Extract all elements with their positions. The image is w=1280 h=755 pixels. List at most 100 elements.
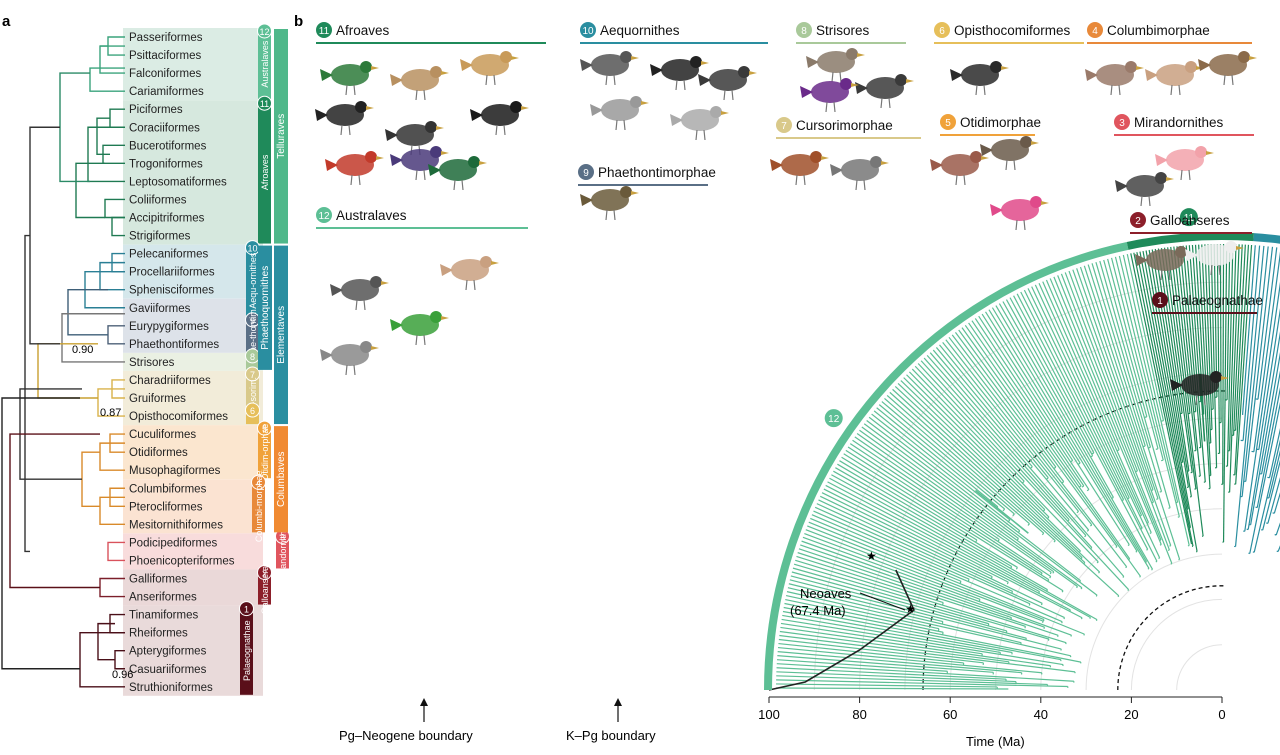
bird-illustration xyxy=(1115,172,1174,206)
node-connector xyxy=(1081,618,1082,619)
tree-branch xyxy=(100,497,125,524)
order-name: Accipitriformes xyxy=(129,213,205,225)
bird-illustration xyxy=(590,96,649,130)
node-connector xyxy=(1087,490,1089,491)
tip-branch xyxy=(780,631,1009,661)
tip-branch xyxy=(776,688,1008,689)
node-connector xyxy=(1092,453,1094,454)
axis-tick-label: 100 xyxy=(758,707,780,722)
bird-illustration xyxy=(325,151,384,185)
node-connector xyxy=(1090,618,1091,619)
node-star: ★ xyxy=(866,549,877,563)
bird-illustration xyxy=(1145,61,1204,95)
node-connector xyxy=(943,632,944,635)
tree-branch xyxy=(2,398,80,669)
header-clade-number: 10 xyxy=(582,26,594,37)
bird-illustration xyxy=(580,51,639,85)
neoaves-age: (67.4 Ma) xyxy=(790,603,846,618)
bird-illustration xyxy=(980,136,1039,170)
node-connector xyxy=(991,577,992,579)
order-name: Rheiformes xyxy=(129,628,188,640)
node-connector xyxy=(1126,567,1127,568)
tip-branch xyxy=(780,627,1050,665)
node-connector xyxy=(1161,460,1163,461)
node-connector xyxy=(1084,634,1085,635)
time-circle xyxy=(1086,554,1222,690)
order-name: Passeriformes xyxy=(129,32,203,44)
bird-illustration xyxy=(855,74,914,108)
node-connector xyxy=(1082,486,1084,487)
header-clade-number: 1 xyxy=(1157,296,1163,307)
clade-name: Australaves xyxy=(260,40,270,88)
panel-b: b 121110987654321 11Afroaves10Aequornith… xyxy=(294,13,1280,749)
node-connector xyxy=(1275,535,1277,536)
order-name: Piciformes xyxy=(129,104,183,116)
node-connector xyxy=(1039,592,1040,594)
node-connector xyxy=(1136,551,1137,552)
node-connector xyxy=(1081,588,1082,589)
order-name: Galliformes xyxy=(129,574,187,586)
node-connector xyxy=(1053,572,1054,574)
node-connector xyxy=(1043,620,1044,622)
bird-illustration xyxy=(1198,51,1257,85)
header-clade-number: 4 xyxy=(1092,26,1098,37)
clade-number: 8 xyxy=(250,352,255,362)
node-connector xyxy=(979,599,980,601)
header-clade-name: Cursorimorphae xyxy=(796,118,893,133)
node-connector xyxy=(1099,572,1100,573)
node-connector xyxy=(1145,562,1146,563)
header-clade-name: Mirandornithes xyxy=(1134,115,1224,130)
tree-branch xyxy=(68,290,108,335)
node-connector xyxy=(1006,631,1007,633)
node-connector xyxy=(1122,500,1124,501)
node-connector xyxy=(1011,618,1012,620)
node-connector xyxy=(1016,567,1017,569)
header-clade-name: Otidimorphae xyxy=(960,115,1041,130)
node-connector xyxy=(1078,463,1080,464)
header-clade-number: 11 xyxy=(319,26,330,37)
header-clade-number: 7 xyxy=(781,121,787,132)
node-connector xyxy=(968,579,969,581)
bird-illustration xyxy=(698,66,757,100)
tree-branch xyxy=(60,73,90,181)
node-connector xyxy=(1050,576,1051,578)
header-clade-number: 6 xyxy=(939,26,945,37)
node-connector xyxy=(1064,618,1065,619)
clade-name: Galloanserae xyxy=(260,561,270,615)
node-connector xyxy=(1044,627,1045,629)
node-connector xyxy=(1050,572,1051,574)
bird-illustration xyxy=(670,106,729,140)
order-name: Opisthocomiformes xyxy=(129,411,228,423)
bird-illustration xyxy=(800,78,859,112)
node-connector xyxy=(1150,533,1151,534)
node-connector xyxy=(1112,497,1114,498)
support-value-1: 0.90 xyxy=(72,344,93,356)
bird-illustration xyxy=(320,341,379,375)
node-connector xyxy=(1084,563,1085,564)
order-name: Musophagiformes xyxy=(129,465,221,477)
tree-branch xyxy=(30,127,60,344)
node-connector xyxy=(1141,528,1142,529)
panel-a: a PasseriformesPsittaciformesFalconiform… xyxy=(2,13,290,696)
order-name: Phaethontiformes xyxy=(129,339,219,351)
node-connector xyxy=(1041,603,1042,605)
node-connector xyxy=(1127,498,1129,499)
node-connector xyxy=(1025,626,1026,628)
header-clade-name: Palaeognathae xyxy=(1172,293,1263,308)
node-connector xyxy=(1054,467,1056,469)
node-connector xyxy=(1062,591,1063,592)
node-connector xyxy=(1128,559,1129,560)
node-connector xyxy=(1118,596,1119,597)
node-connector xyxy=(1151,490,1153,491)
node-connector xyxy=(1012,591,1013,593)
bird-illustration xyxy=(315,101,374,135)
header-clade-number: 5 xyxy=(945,118,951,129)
node-connector xyxy=(1011,567,1012,569)
node-connector xyxy=(1096,595,1097,596)
node-connector xyxy=(1146,549,1147,550)
order-name: Coraciiformes xyxy=(129,122,200,134)
order-name: Coliiformes xyxy=(129,194,187,206)
order-name: Podicipediformes xyxy=(129,537,217,549)
clade-number: 1 xyxy=(244,605,249,615)
